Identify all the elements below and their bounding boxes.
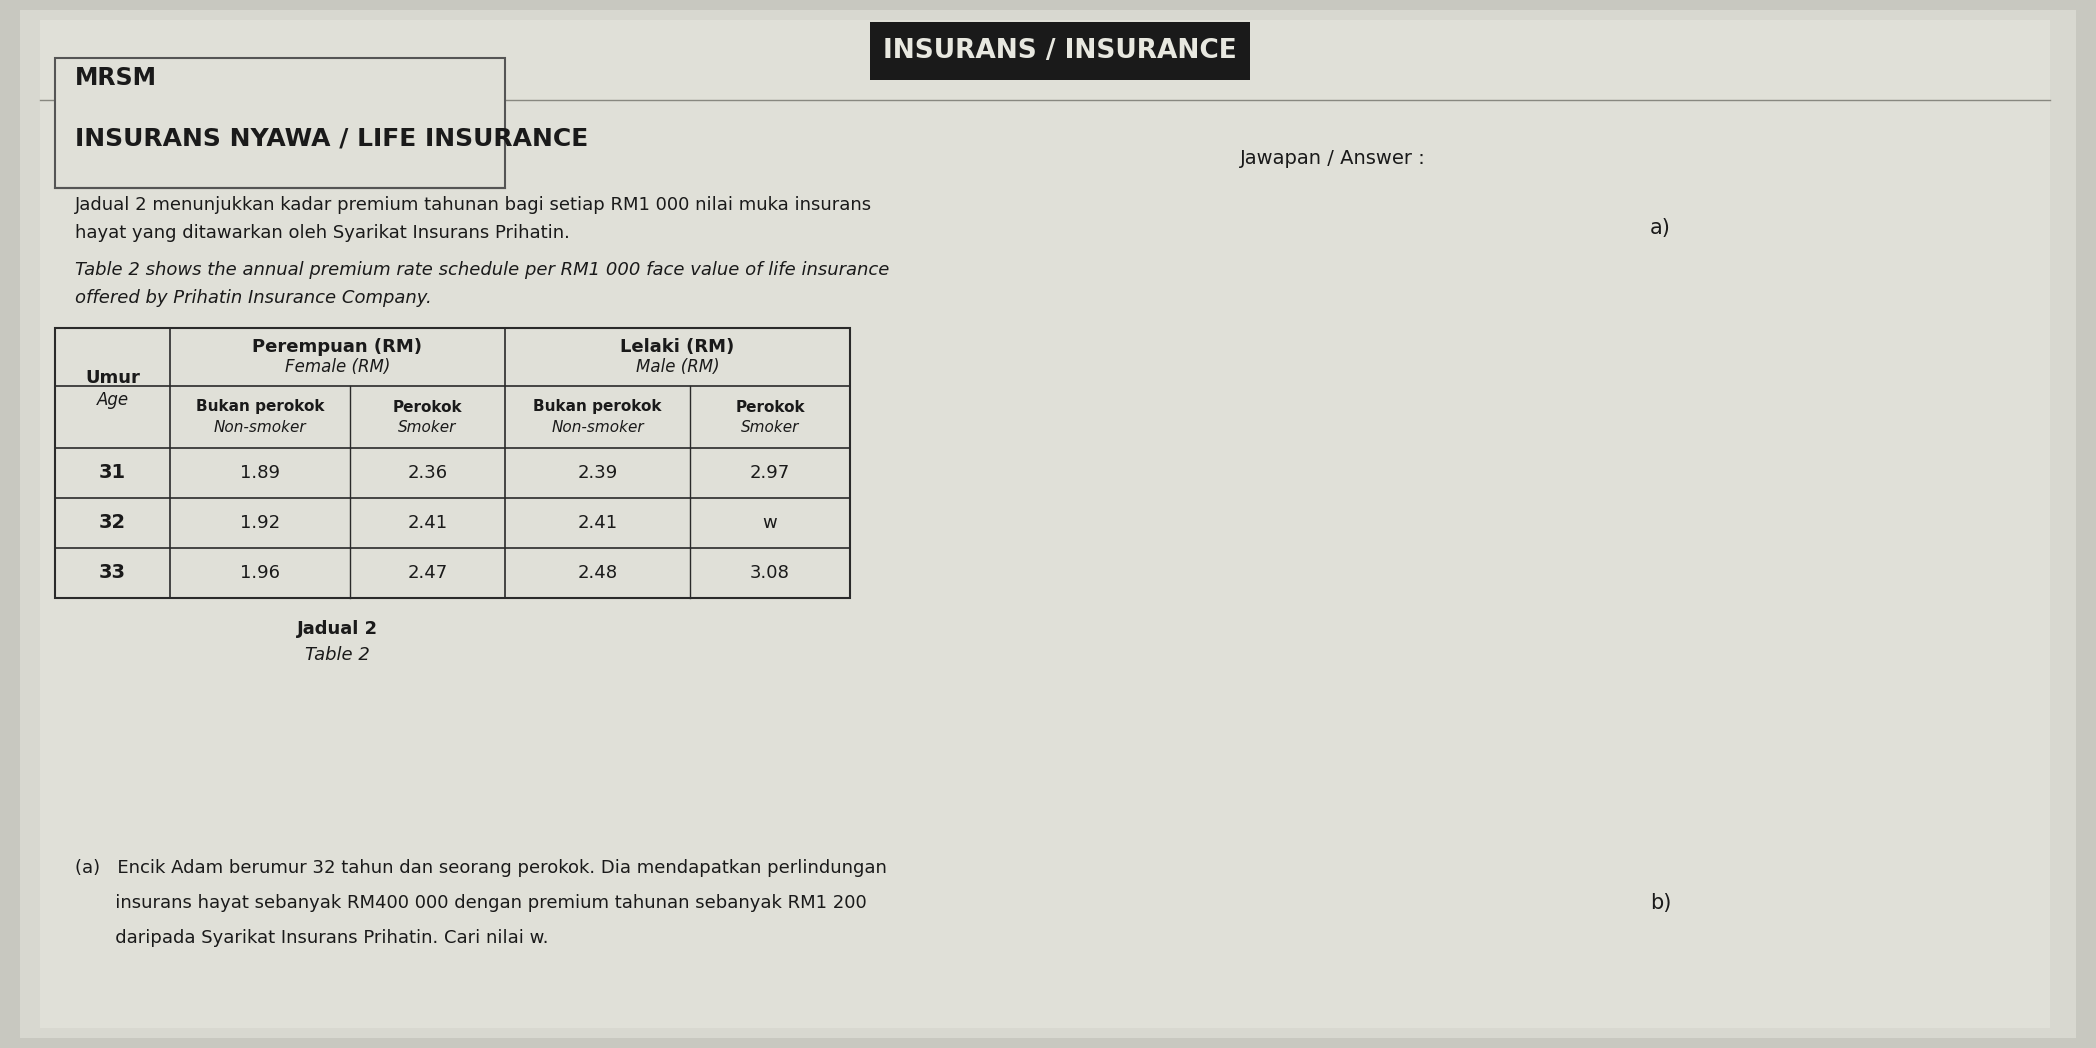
Text: 2.48: 2.48 <box>576 564 618 582</box>
FancyBboxPatch shape <box>21 10 2075 1038</box>
Text: Umur: Umur <box>86 369 140 387</box>
Text: Perempuan (RM): Perempuan (RM) <box>252 339 423 356</box>
Text: Lelaki (RM): Lelaki (RM) <box>620 339 734 356</box>
Text: Smoker: Smoker <box>398 419 457 435</box>
Text: offered by Prihatin Insurance Company.: offered by Prihatin Insurance Company. <box>75 289 432 307</box>
Text: Smoker: Smoker <box>740 419 799 435</box>
Text: Perokok: Perokok <box>736 399 805 415</box>
Text: Age: Age <box>96 391 128 409</box>
Text: 2.41: 2.41 <box>576 514 618 532</box>
Text: Female (RM): Female (RM) <box>285 358 390 376</box>
Text: 33: 33 <box>99 564 126 583</box>
Text: 2.47: 2.47 <box>407 564 449 582</box>
Text: 32: 32 <box>99 514 126 532</box>
Text: Male (RM): Male (RM) <box>635 358 719 376</box>
Text: Table 2: Table 2 <box>306 646 369 664</box>
Text: b): b) <box>1650 893 1671 913</box>
FancyBboxPatch shape <box>54 58 505 188</box>
Text: INSURANS / INSURANCE: INSURANS / INSURANCE <box>882 38 1237 64</box>
Text: hayat yang ditawarkan oleh Syarikat Insurans Prihatin.: hayat yang ditawarkan oleh Syarikat Insu… <box>75 224 570 242</box>
Text: Jadual 2 menunjukkan kadar premium tahunan bagi setiap RM1 000 nilai muka insura: Jadual 2 menunjukkan kadar premium tahun… <box>75 196 872 214</box>
Text: Bukan perokok: Bukan perokok <box>532 399 662 415</box>
FancyBboxPatch shape <box>870 22 1249 80</box>
Text: Jadual 2: Jadual 2 <box>298 620 377 638</box>
Bar <box>54 328 851 598</box>
Text: 2.39: 2.39 <box>576 464 618 482</box>
Text: 3.08: 3.08 <box>750 564 790 582</box>
Text: Perokok: Perokok <box>392 399 463 415</box>
Text: Bukan perokok: Bukan perokok <box>195 399 325 415</box>
Text: 1.89: 1.89 <box>241 464 281 482</box>
Text: 1.92: 1.92 <box>239 514 281 532</box>
Text: 2.97: 2.97 <box>750 464 790 482</box>
Text: INSURANS NYAWA / LIFE INSURANCE: INSURANS NYAWA / LIFE INSURANCE <box>75 126 589 150</box>
Bar <box>54 328 851 598</box>
Text: Jawapan / Answer :: Jawapan / Answer : <box>1241 149 1425 168</box>
Text: Table 2 shows the annual premium rate schedule per RM1 000 face value of life in: Table 2 shows the annual premium rate sc… <box>75 261 889 279</box>
Text: 1.96: 1.96 <box>241 564 281 582</box>
Text: 2.36: 2.36 <box>407 464 449 482</box>
Text: MRSM: MRSM <box>75 66 157 90</box>
Text: 31: 31 <box>99 463 126 482</box>
Text: Non-smoker: Non-smoker <box>551 419 643 435</box>
Text: 2.41: 2.41 <box>407 514 449 532</box>
Text: Non-smoker: Non-smoker <box>214 419 306 435</box>
Text: (a)   Encik Adam berumur 32 tahun dan seorang perokok. Dia mendapatkan perlindun: (a) Encik Adam berumur 32 tahun dan seor… <box>75 859 887 877</box>
Text: insurans hayat sebanyak RM400 000 dengan premium tahunan sebanyak RM1 200: insurans hayat sebanyak RM400 000 dengan… <box>75 894 868 912</box>
Text: w: w <box>763 514 778 532</box>
Text: a): a) <box>1650 218 1671 238</box>
FancyBboxPatch shape <box>40 20 2050 1028</box>
Text: daripada Syarikat Insurans Prihatin. Cari nilai w.: daripada Syarikat Insurans Prihatin. Car… <box>75 929 549 947</box>
